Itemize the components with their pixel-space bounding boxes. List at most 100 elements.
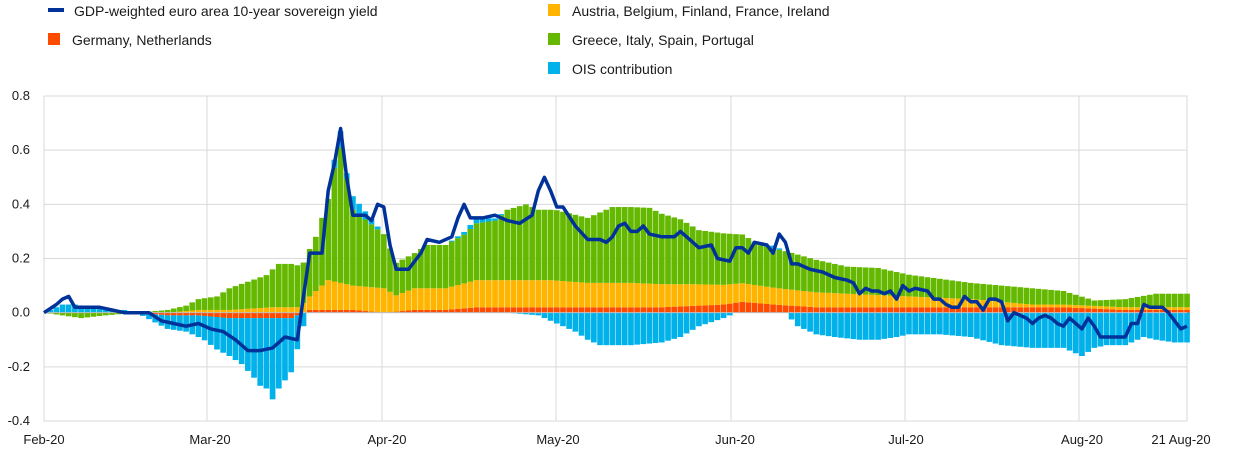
bar-austria-belgium-finland-france-ireland: [937, 297, 943, 308]
bar-greece-italy-spain-portugal: [949, 280, 956, 299]
bar-austria-belgium-finland-france-ireland: [418, 288, 424, 310]
bar-germany-netherlands: [782, 305, 789, 313]
x-tick-label: Jun-20: [715, 432, 755, 447]
bar-ois-contribution: [572, 312, 579, 332]
bar-greece-italy-spain-portugal: [980, 283, 986, 301]
bar-ois-contribution: [78, 305, 84, 313]
bar-germany-netherlands: [899, 307, 906, 313]
bar-greece-italy-spain-portugal: [677, 219, 684, 285]
bar-greece-italy-spain-portugal: [986, 284, 993, 301]
bar-greece-italy-spain-portugal: [288, 263, 294, 308]
bar-germany-netherlands: [566, 307, 573, 313]
bar-greece-italy-spain-portugal: [1184, 293, 1190, 308]
bar-germany-netherlands: [331, 309, 338, 313]
bar-ois-contribution: [918, 312, 925, 335]
bar-austria-belgium-finland-france-ireland: [183, 311, 189, 313]
bar-ois-contribution: [547, 312, 554, 321]
bar-austria-belgium-finland-france-ireland: [1048, 304, 1054, 308]
bar-austria-belgium-finland-france-ireland: [1072, 305, 1079, 308]
bar-ois-contribution: [714, 312, 721, 321]
bar-austria-belgium-finland-france-ireland: [702, 284, 708, 306]
bar-austria-belgium-finland-france-ireland: [282, 307, 288, 313]
bar-germany-netherlands: [603, 307, 610, 313]
bar-greece-italy-spain-portugal: [214, 296, 220, 310]
bar-austria-belgium-finland-france-ireland: [838, 293, 844, 308]
bar-germany-netherlands: [479, 307, 486, 313]
bar-ois-contribution: [696, 312, 702, 327]
bar-germany-netherlands: [1048, 307, 1054, 313]
bar-austria-belgium-finland-france-ireland: [949, 298, 956, 308]
bar-ois-contribution: [1023, 312, 1030, 348]
bar-ois-contribution: [677, 312, 684, 338]
bar-germany-netherlands: [696, 305, 702, 313]
bar-ois-contribution: [967, 312, 974, 338]
bar-austria-belgium-finland-france-ireland: [257, 308, 264, 313]
bar-greece-italy-spain-portugal: [72, 312, 78, 318]
bar-austria-belgium-finland-france-ireland: [887, 295, 894, 308]
bar-germany-netherlands: [418, 309, 424, 313]
bar-austria-belgium-finland-france-ireland: [1004, 302, 1011, 308]
bar-greece-italy-spain-portugal: [591, 215, 597, 283]
bar-greece-italy-spain-portugal: [337, 147, 344, 283]
bar-ois-contribution: [1054, 312, 1061, 348]
bar-greece-italy-spain-portugal: [529, 207, 535, 281]
bar-austria-belgium-finland-france-ireland: [238, 309, 245, 313]
bar-greece-italy-spain-portugal: [671, 217, 678, 285]
bar-germany-netherlands: [325, 309, 332, 313]
bar-ois-contribution: [53, 307, 60, 313]
bar-germany-netherlands: [195, 312, 202, 316]
bar-germany-netherlands: [183, 312, 189, 316]
bar-greece-italy-spain-portugal: [943, 279, 949, 299]
bar-germany-netherlands: [547, 307, 554, 313]
bar-greece-italy-spain-portugal: [764, 246, 770, 287]
bar-greece-italy-spain-portugal: [78, 312, 84, 319]
bar-germany-netherlands: [788, 305, 795, 313]
bar-austria-belgium-finland-france-ireland: [961, 298, 968, 308]
legend-label-austria-group: Austria, Belgium, Finland, France, Irela…: [572, 3, 830, 19]
bar-germany-netherlands: [1153, 309, 1159, 313]
bar-greece-italy-spain-portugal: [164, 309, 171, 313]
bar-greece-italy-spain-portugal: [1011, 286, 1017, 303]
bar-greece-italy-spain-portugal: [578, 216, 585, 283]
bar-austria-belgium-finland-france-ireland: [1066, 304, 1073, 308]
bar-germany-netherlands: [337, 309, 344, 313]
bar-germany-netherlands: [288, 312, 294, 319]
bar-austria-belgium-finland-france-ireland: [368, 287, 375, 312]
bar-austria-belgium-finland-france-ireland: [1079, 305, 1085, 309]
bar-greece-italy-spain-portugal: [374, 229, 381, 288]
bar-germany-netherlands: [986, 307, 993, 313]
legend-item-greece-group: Greece, Italy, Spain, Portugal: [548, 31, 754, 49]
bar-greece-italy-spain-portugal: [893, 272, 900, 296]
bar-ois-contribution: [1103, 312, 1110, 346]
bar-ois-contribution: [640, 312, 647, 345]
bar-greece-italy-spain-portugal: [1085, 298, 1091, 306]
bar-ois-contribution: [177, 315, 183, 331]
bar-greece-italy-spain-portugal: [430, 244, 437, 289]
bar-germany-netherlands: [708, 305, 715, 313]
bar-austria-belgium-finland-france-ireland: [393, 295, 400, 312]
bar-austria-belgium-finland-france-ireland: [245, 308, 251, 313]
bar-greece-italy-spain-portugal: [541, 209, 548, 281]
bar-germany-netherlands: [689, 305, 696, 313]
legend-item-austria-group: Austria, Belgium, Finland, France, Irela…: [548, 2, 830, 20]
bar-germany-netherlands: [1184, 309, 1190, 313]
bar-germany-netherlands: [170, 312, 177, 316]
bar-austria-belgium-finland-france-ireland: [671, 284, 678, 307]
bar-greece-italy-spain-portugal: [1134, 296, 1141, 308]
bar-germany-netherlands: [578, 307, 585, 313]
bar-germany-netherlands: [306, 309, 313, 313]
bar-germany-netherlands: [838, 307, 844, 313]
bar-austria-belgium-finland-france-ireland: [541, 280, 548, 308]
bar-greece-italy-spain-portugal: [195, 299, 202, 310]
bar-austria-belgium-finland-france-ireland: [1023, 304, 1030, 308]
bar-austria-belgium-finland-france-ireland: [1103, 306, 1110, 310]
bar-greece-italy-spain-portugal: [1110, 299, 1116, 307]
bar-germany-netherlands: [974, 307, 980, 313]
bar-ois-contribution: [282, 318, 288, 381]
bar-austria-belgium-finland-france-ireland: [683, 284, 690, 307]
bar-austria-belgium-finland-france-ireland: [825, 292, 832, 308]
bar-austria-belgium-finland-france-ireland: [325, 280, 332, 310]
bar-austria-belgium-finland-france-ireland: [862, 294, 869, 308]
bar-austria-belgium-finland-france-ireland: [566, 281, 573, 308]
bar-greece-italy-spain-portugal: [621, 207, 628, 283]
